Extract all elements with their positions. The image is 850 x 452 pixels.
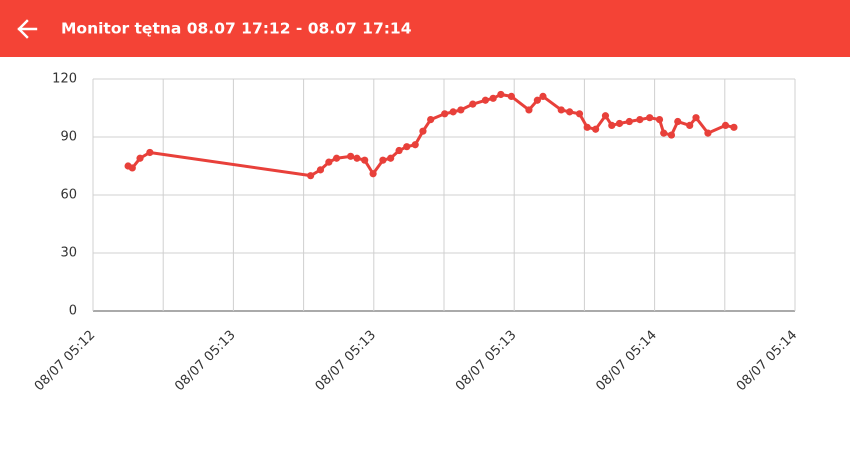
- point: [625, 117, 633, 126]
- x-tick-label: 08/07 05:14: [593, 328, 660, 395]
- point: [332, 154, 341, 162]
- point: [525, 106, 533, 114]
- point: [608, 121, 616, 129]
- y-tick-label: 0: [69, 304, 77, 319]
- point: [441, 110, 449, 118]
- back-arrow[interactable]: [17, 19, 38, 39]
- y-tick-label: 60: [60, 188, 77, 203]
- point: [419, 127, 427, 135]
- point: [686, 121, 694, 129]
- point: [601, 112, 610, 120]
- point: [660, 129, 668, 137]
- point: [369, 170, 377, 178]
- back-button[interactable]: [17, 19, 38, 39]
- y-tick-label: 120: [52, 72, 77, 87]
- point: [721, 121, 730, 129]
- point: [481, 96, 490, 104]
- point: [128, 164, 136, 172]
- point: [539, 92, 547, 100]
- point: [674, 117, 682, 126]
- point: [146, 148, 154, 157]
- x-tick-label: 08/07 05:13: [172, 328, 239, 395]
- point: [667, 131, 676, 139]
- point: [395, 146, 403, 155]
- point: [411, 141, 419, 149]
- point: [136, 154, 144, 162]
- point: [497, 90, 505, 99]
- point: [307, 172, 315, 180]
- point: [575, 110, 584, 118]
- point: [457, 106, 465, 114]
- point: [449, 108, 457, 116]
- point: [427, 116, 435, 124]
- point: [403, 143, 411, 151]
- point: [325, 158, 333, 166]
- point: [379, 156, 387, 164]
- point: [316, 166, 325, 174]
- point: [636, 116, 644, 124]
- point: [353, 154, 361, 162]
- point: [615, 119, 624, 128]
- point: [557, 106, 565, 114]
- point: [533, 96, 541, 104]
- y-tick-label: 90: [60, 130, 77, 145]
- point: [646, 114, 654, 122]
- point: [592, 125, 600, 133]
- point: [692, 114, 700, 122]
- y-tick-label: 30: [60, 246, 77, 261]
- point: [566, 108, 574, 116]
- point: [387, 154, 395, 162]
- point: [730, 123, 738, 131]
- point: [347, 152, 355, 160]
- point: [655, 116, 664, 124]
- x-tick-label: 08/07 05:13: [313, 328, 380, 395]
- x-tick-label: 08/07 05:14: [734, 328, 801, 395]
- line: [127, 92, 735, 178]
- point: [361, 156, 369, 164]
- x-tick-label: 08/07 05:13: [453, 328, 520, 395]
- x-tick-label: 08/07 05:12: [32, 328, 99, 395]
- point: [469, 100, 477, 108]
- point: [489, 94, 497, 102]
- point: [583, 123, 591, 131]
- point: [704, 129, 712, 137]
- app-bar: [0, 0, 850, 57]
- point: [507, 92, 515, 100]
- app-title: Monitor tętna 08.07 17:12 - 08.07 17:14: [61, 20, 412, 38]
